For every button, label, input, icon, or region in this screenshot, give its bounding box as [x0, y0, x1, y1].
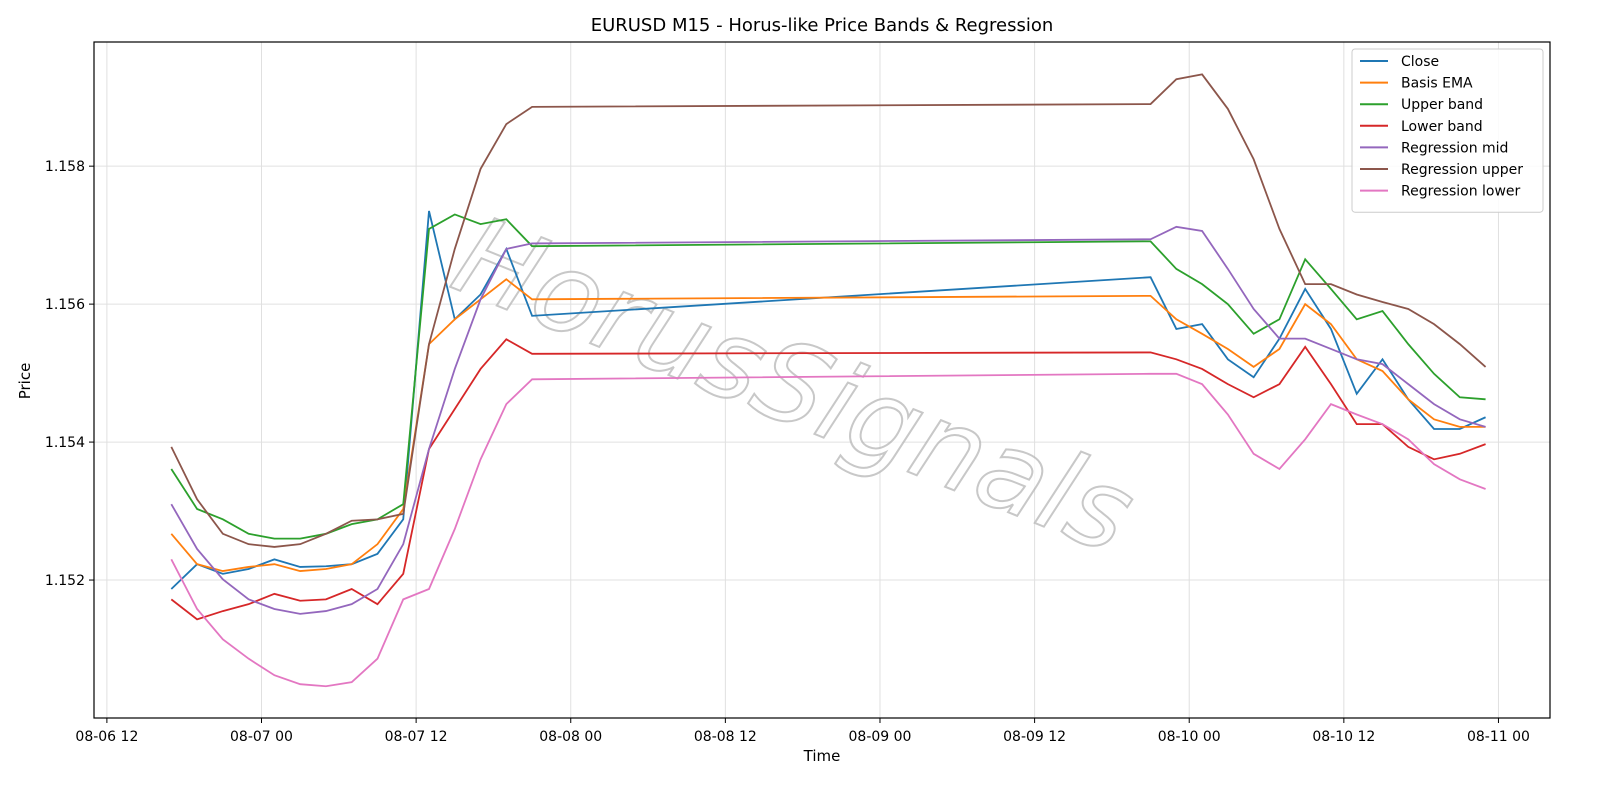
x-tick-label: 08-11 00 [1467, 729, 1530, 745]
plot-lines [170, 73, 1487, 688]
legend-label: Regression lower [1401, 184, 1521, 200]
x-tick-label: 08-08 00 [539, 729, 602, 745]
x-tick-label: 08-10 00 [1158, 729, 1221, 745]
x-axis-label: Time [803, 747, 841, 765]
x-tick-label: 08-07 00 [230, 729, 293, 745]
y-tick-label: 1.156 [45, 297, 85, 313]
x-tick-label: 08-10 12 [1312, 729, 1375, 745]
y-tick-label: 1.152 [45, 573, 85, 589]
legend: Close Basis EMA Upper band Lower band Regres… [1351, 48, 1544, 213]
x-tick-label: 08-08 12 [694, 729, 757, 745]
series-line [170, 338, 1486, 621]
legend-label: Regression upper [1401, 162, 1523, 178]
y-axis-label: Price [16, 363, 34, 400]
legend-label: Basis EMA [1401, 76, 1473, 92]
plot-frame [93, 41, 1551, 719]
legend-box [1351, 48, 1544, 213]
x-tick-label: 08-07 12 [385, 729, 448, 745]
series-line [170, 372, 1486, 688]
series-line [170, 225, 1486, 615]
y-tick-label: 1.154 [45, 435, 85, 451]
series-line [170, 278, 1486, 572]
x-tick-label: 08-09 12 [1003, 729, 1066, 745]
legend-label: Upper band [1401, 97, 1483, 113]
series-line [170, 213, 1486, 540]
y-tick-label: 1.158 [45, 159, 85, 175]
series-line [170, 210, 1486, 590]
grid [94, 42, 1550, 718]
legend-label: Close [1401, 54, 1439, 70]
x-tick-label: 08-09 00 [849, 729, 912, 745]
legend-label: Lower band [1401, 119, 1483, 135]
legend-label: Regression mid [1401, 140, 1508, 156]
x-tick-label: 08-06 12 [75, 729, 138, 745]
chart-title: EURUSD M15 - Horus-like Price Bands & Re… [591, 15, 1054, 36]
series-line [170, 73, 1487, 548]
